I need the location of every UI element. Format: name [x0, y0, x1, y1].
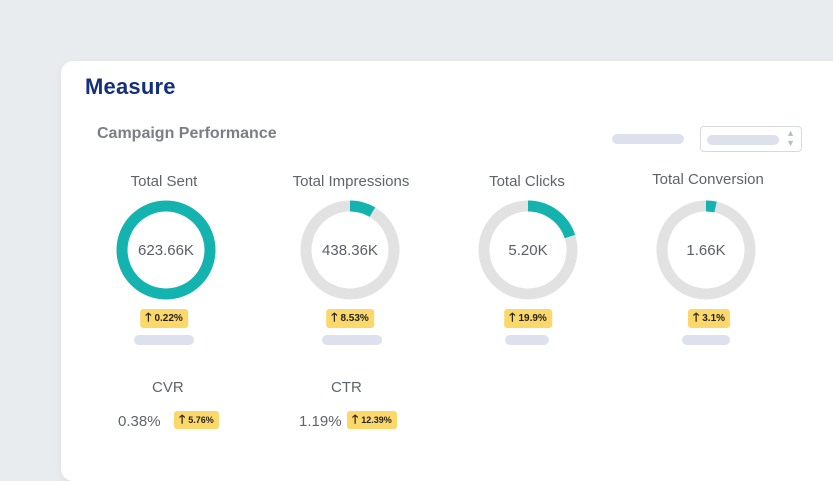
change-badge-total-conversion: 🡑 3.1% [687, 309, 731, 328]
metric-caption-placeholder [134, 335, 194, 345]
metric-value-total-clicks: 5.20K [508, 241, 548, 259]
date-range-select[interactable]: ▲ ▼ [700, 126, 802, 152]
change-badge-cvr: 🡑 5.76% [174, 411, 219, 429]
donut-arc [478, 200, 578, 300]
arrow-up-icon: 🡑 [692, 310, 700, 324]
donut-total-impressions: 438.36K [300, 200, 400, 300]
change-value: 3.1% [702, 313, 726, 324]
metric-label-total-impressions: Total Impressions [292, 173, 410, 190]
change-value: 0.22% [154, 313, 183, 324]
arrow-up-icon: 🡑 [352, 411, 359, 426]
donut-total-conversion: 1.66K [656, 200, 756, 300]
rate-label-ctr: CTR [331, 379, 362, 396]
section-title: Campaign Performance [97, 125, 277, 142]
change-badge-total-impressions: 🡑 8.53% [326, 309, 374, 328]
change-badge-total-sent: 🡑 0.22% [140, 309, 188, 328]
change-value: 12.39% [361, 415, 392, 425]
metric-caption-placeholder [682, 335, 730, 345]
chevron-updown-icon: ▲ ▼ [786, 128, 795, 148]
change-badge-total-clicks: 🡑 19.9% [504, 309, 552, 328]
change-value: 19.9% [518, 313, 547, 324]
rate-value-ctr: 1.19% [299, 413, 342, 430]
page-title: Measure [85, 74, 176, 99]
select-value-placeholder [707, 135, 779, 145]
metric-label-total-conversion: Total Conversion [652, 171, 764, 188]
metric-caption-placeholder [505, 335, 549, 345]
filter-label-placeholder [612, 134, 684, 144]
metric-label-total-clicks: Total Clicks [489, 173, 565, 190]
arrow-up-icon: 🡑 [331, 310, 338, 324]
change-value: 5.76% [188, 415, 214, 425]
change-value: 8.53% [340, 313, 369, 324]
change-badge-ctr: 🡑 12.39% [347, 411, 397, 429]
metric-value-total-impressions: 438.36K [322, 241, 378, 259]
metric-value-total-sent: 623.66K [138, 241, 194, 259]
donut-total-clicks: 5.20K [478, 200, 578, 300]
rate-value-cvr: 0.38% [118, 413, 161, 430]
metric-value-total-conversion: 1.66K [686, 241, 726, 259]
donut-arc [656, 200, 756, 300]
donut-arc [300, 200, 400, 300]
donut-arc [116, 200, 216, 300]
metric-caption-placeholder [322, 335, 382, 345]
donut-total-sent: 623.66K [116, 200, 216, 300]
arrow-up-icon: 🡑 [179, 411, 186, 426]
metric-label-total-sent: Total Sent [130, 173, 198, 190]
rate-label-cvr: CVR [152, 379, 184, 396]
arrow-up-icon: 🡑 [509, 310, 516, 324]
arrow-up-icon: 🡑 [145, 310, 152, 324]
